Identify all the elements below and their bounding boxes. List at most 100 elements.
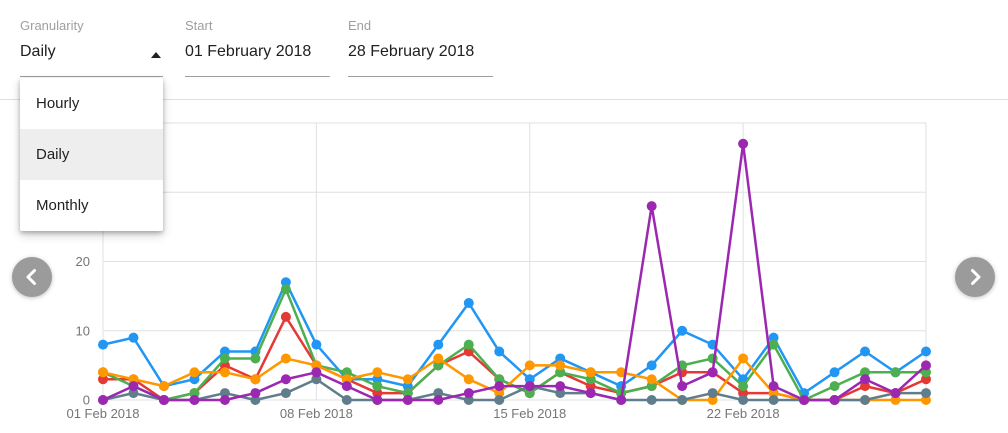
data-point	[768, 339, 779, 350]
data-point	[860, 346, 871, 357]
granularity-dropdown-menu: Hourly Daily Monthly	[20, 78, 163, 231]
data-point	[463, 388, 474, 399]
data-point	[402, 381, 413, 392]
data-point	[738, 388, 749, 399]
data-point	[402, 374, 413, 385]
data-point	[799, 395, 810, 405]
data-point	[707, 388, 718, 399]
data-point	[219, 346, 230, 357]
data-point	[433, 360, 444, 371]
data-point	[921, 346, 931, 357]
data-point	[555, 353, 566, 364]
data-point	[189, 388, 200, 399]
x-axis-tick: 15 Feb 2018	[493, 406, 566, 421]
data-point	[585, 381, 596, 392]
data-point	[463, 374, 474, 385]
end-date-field[interactable]: End 28 February 2018	[348, 0, 493, 77]
end-value: 28 February 2018	[348, 43, 475, 60]
data-point	[128, 374, 139, 385]
data-point	[311, 374, 322, 385]
start-label: Start	[185, 18, 213, 33]
data-point	[738, 138, 749, 149]
data-point	[128, 388, 139, 399]
data-point	[921, 360, 931, 371]
data-point	[677, 325, 688, 336]
data-point	[219, 395, 230, 405]
data-point	[189, 395, 200, 405]
data-point	[402, 388, 413, 399]
data-point	[555, 360, 566, 371]
data-point	[921, 367, 931, 378]
next-button[interactable]	[955, 257, 995, 297]
data-point	[402, 395, 413, 405]
data-point	[860, 367, 871, 378]
data-point	[250, 395, 261, 405]
data-point	[250, 374, 261, 385]
data-point	[707, 367, 718, 378]
data-point	[433, 353, 444, 364]
data-point	[494, 381, 505, 392]
data-point	[311, 360, 322, 371]
data-point	[433, 388, 444, 399]
data-point	[677, 395, 688, 405]
data-point	[280, 311, 291, 322]
start-date-field[interactable]: Start 01 February 2018	[185, 0, 330, 77]
data-point	[280, 374, 291, 385]
x-axis-tick: 08 Feb 2018	[280, 406, 353, 421]
data-point	[372, 374, 383, 385]
data-point	[372, 388, 383, 399]
data-point	[890, 367, 901, 378]
data-point	[433, 395, 444, 405]
data-point	[921, 395, 931, 405]
data-point	[494, 388, 505, 399]
data-point	[555, 381, 566, 392]
data-point	[341, 367, 352, 378]
data-point	[738, 381, 749, 392]
y-axis-tick: 0	[83, 393, 90, 408]
data-point	[524, 374, 535, 385]
data-point	[738, 353, 749, 364]
data-point	[250, 388, 261, 399]
data-point	[616, 367, 627, 378]
data-point	[372, 395, 383, 405]
data-point	[921, 374, 931, 385]
data-point	[219, 388, 230, 399]
data-point	[524, 388, 535, 399]
data-point	[555, 367, 566, 378]
menu-item-daily[interactable]: Daily	[20, 129, 163, 180]
data-point	[98, 395, 108, 405]
data-point	[616, 395, 627, 405]
data-point	[494, 374, 505, 385]
series-purple	[98, 138, 931, 405]
menu-item-hourly[interactable]: Hourly	[36, 95, 80, 112]
data-point	[280, 277, 291, 288]
data-point	[646, 201, 657, 212]
data-point	[585, 367, 596, 378]
data-point	[646, 360, 657, 371]
data-point	[219, 367, 230, 378]
data-point	[98, 367, 108, 378]
data-point	[189, 367, 200, 378]
data-point	[860, 374, 871, 385]
data-point	[372, 381, 383, 392]
data-point	[646, 374, 657, 385]
data-point	[890, 395, 901, 405]
x-axis-tick: 22 Feb 2018	[707, 406, 780, 421]
caret-up-icon	[151, 52, 161, 58]
data-point	[250, 353, 261, 364]
granularity-select[interactable]: Granularity Daily	[20, 0, 163, 77]
menu-item-monthly[interactable]: Monthly	[36, 197, 89, 214]
data-point	[98, 339, 108, 350]
data-point	[890, 388, 901, 399]
data-point	[98, 374, 108, 385]
end-label: End	[348, 18, 372, 33]
data-point	[738, 395, 749, 405]
data-point	[189, 374, 200, 385]
granularity-label: Granularity	[20, 18, 84, 33]
data-point	[494, 346, 505, 357]
data-point	[768, 332, 779, 343]
data-point	[128, 381, 139, 392]
data-point	[494, 395, 505, 405]
prev-button[interactable]	[12, 257, 52, 297]
data-point	[158, 381, 169, 392]
